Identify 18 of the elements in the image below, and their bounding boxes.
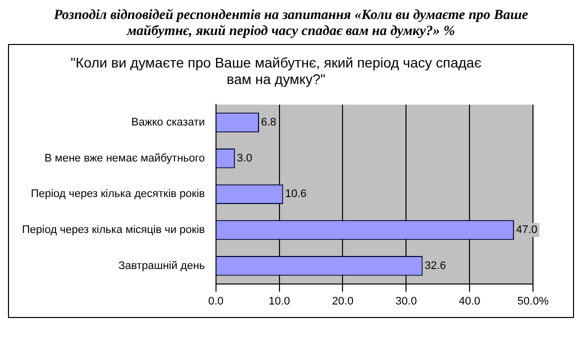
data-label: 47.0 [516, 224, 538, 236]
x-tick-label: 10.0 [268, 295, 290, 308]
y-tick-label: Період через кілька десятків років [30, 188, 206, 200]
y-tick-label: Важко сказати [131, 116, 205, 129]
y-tick-label: В мене вже немає майбутнього [44, 152, 205, 164]
x-tick-label: 40.0 [458, 295, 480, 308]
x-tick-label: 20.0 [332, 295, 354, 308]
data-label: 6.8 [261, 116, 276, 129]
x-tick-label: 0.0 [208, 295, 224, 308]
x-tick-label: 30.0 [395, 295, 417, 308]
chart-title: Розподіл відповідей респондентів на запитання «Коли ви думаєте про Ваше майбутнє, який період часу спадає вам на думку?» % [52, 8, 530, 40]
data-label: 32.6 [424, 260, 446, 272]
data-label: 3.0 [236, 152, 252, 164]
y-tick-label: Період через кілька місяців чи років [22, 224, 206, 236]
chart-subtitle: "Коли ви думаєте про Ваше майбутнє, який період часу спадає вам на думку?" [70, 54, 482, 88]
y-tick-label: Завтрашній день [118, 260, 206, 272]
data-label: 10.6 [285, 188, 307, 200]
x-tick-label: 50.0% [517, 295, 549, 308]
